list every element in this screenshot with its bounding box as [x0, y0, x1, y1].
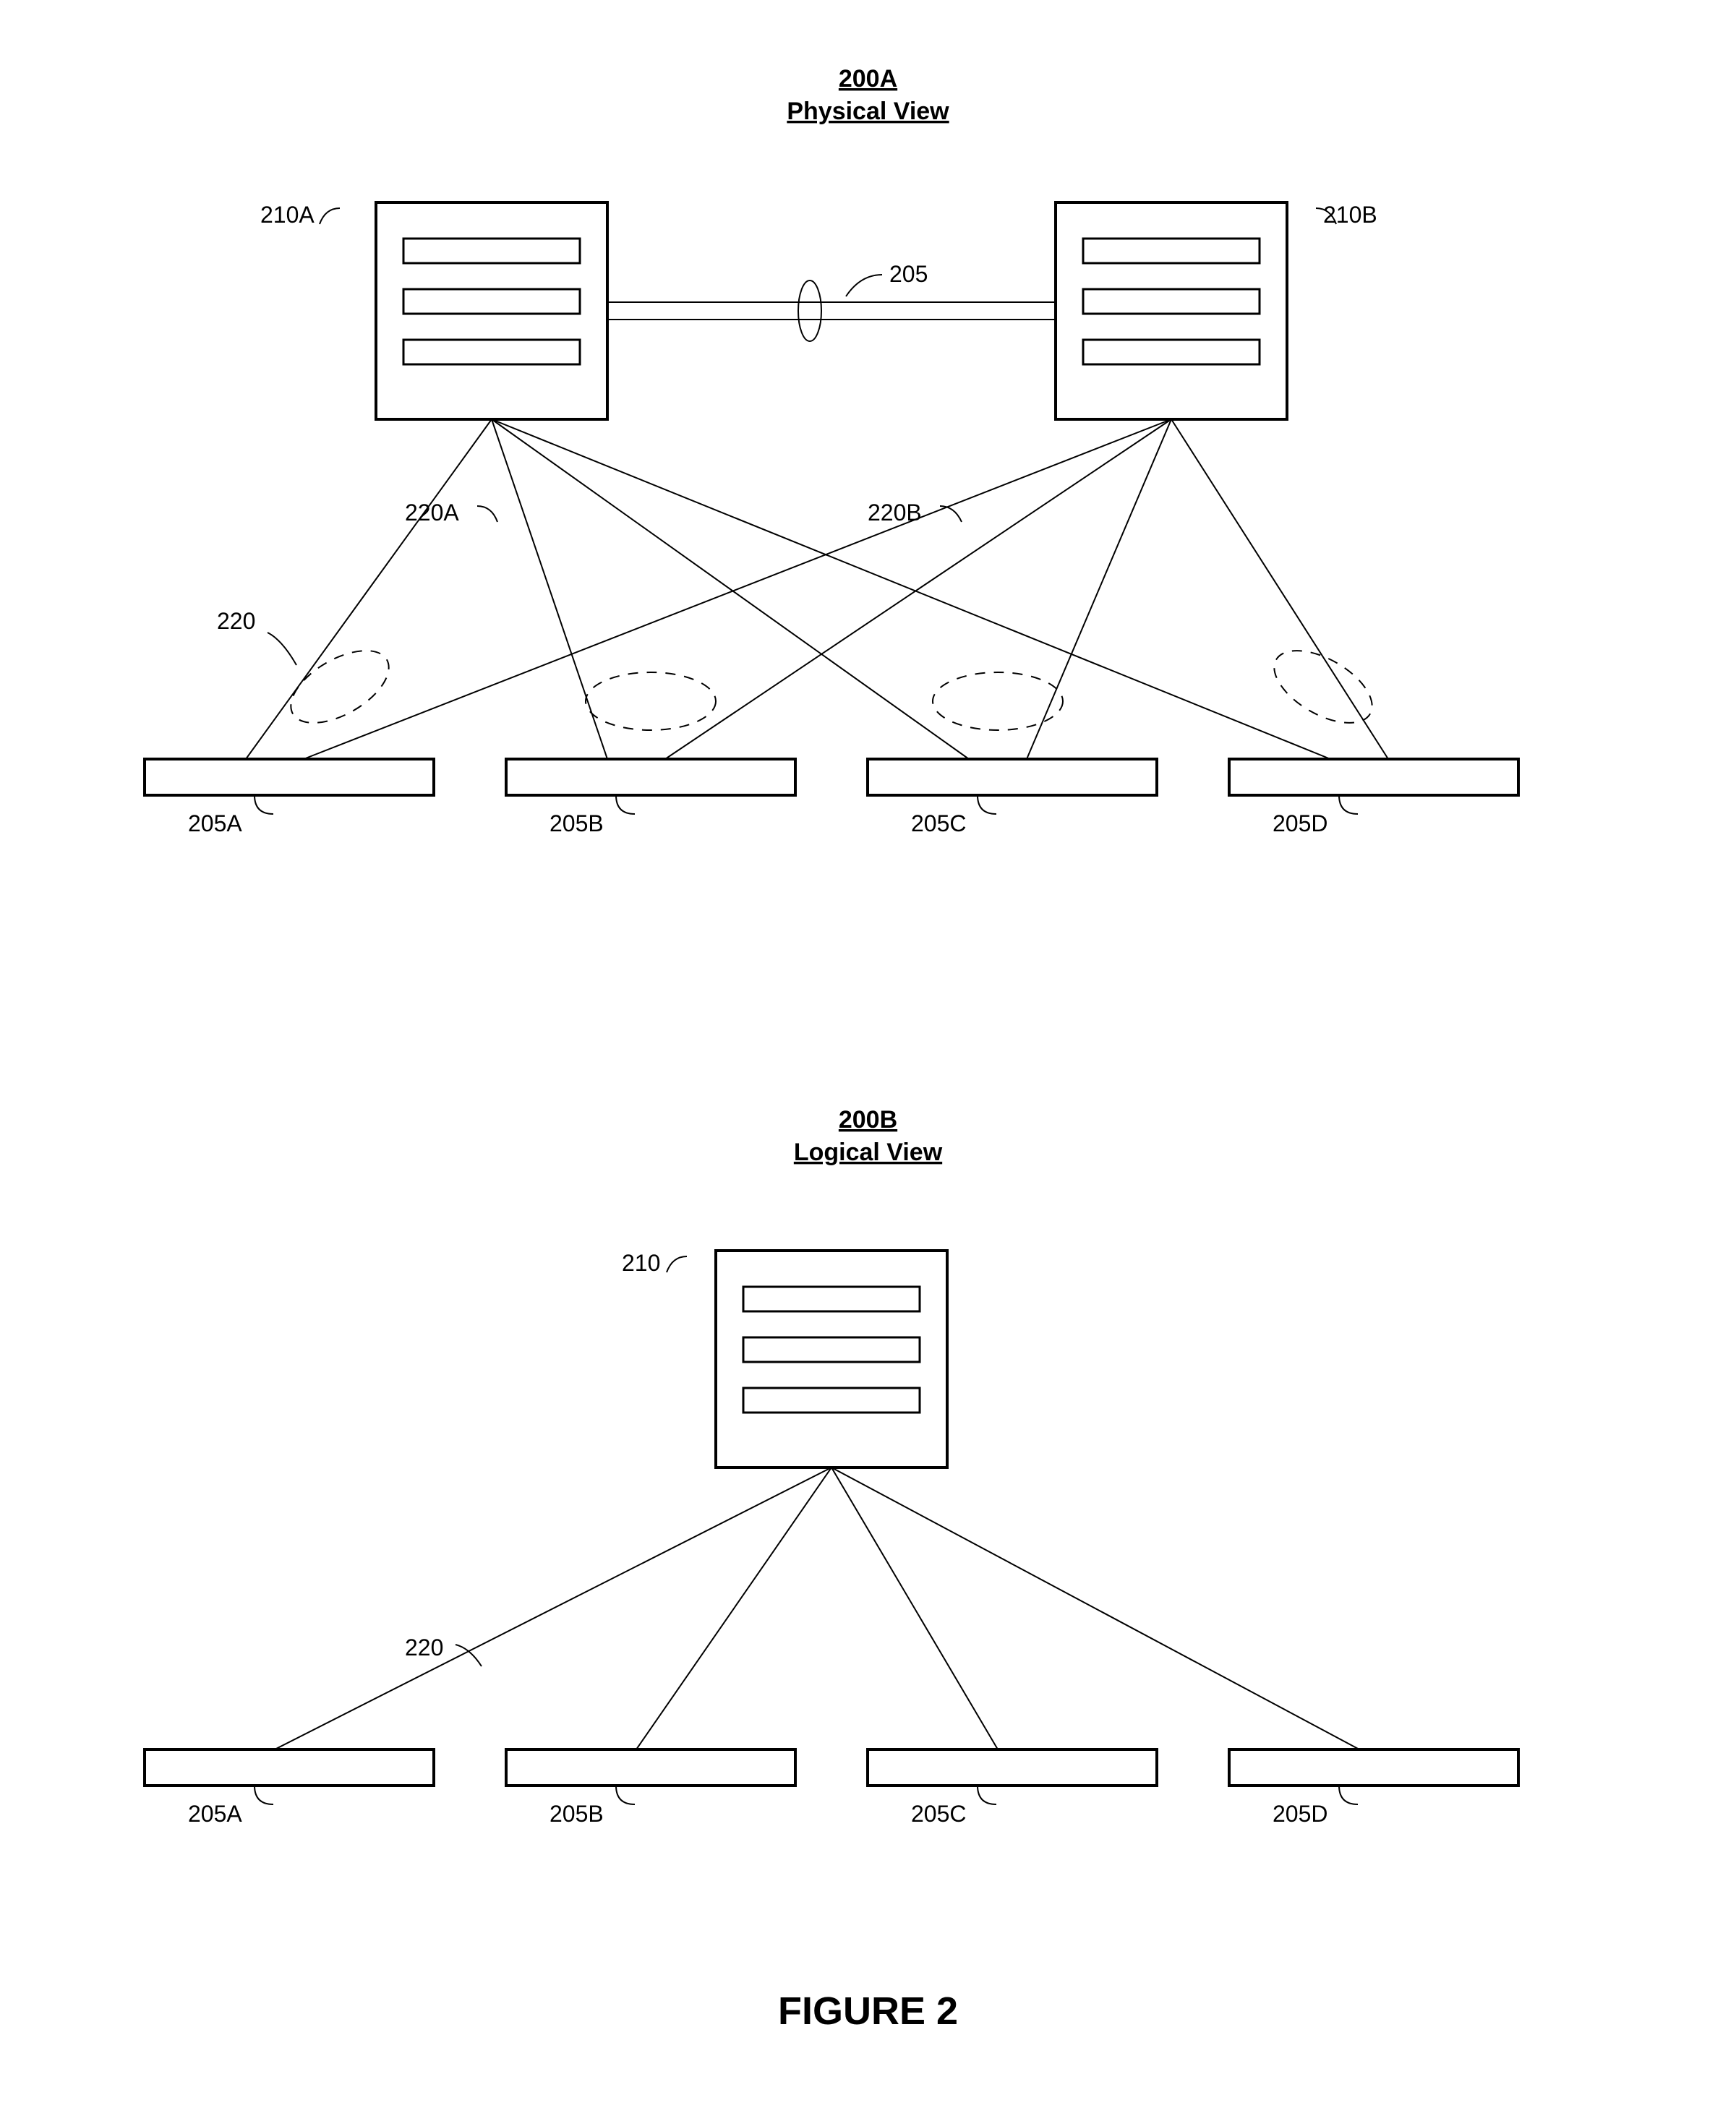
logical-title-id: 200B [839, 1106, 897, 1134]
physical-title-name: Physical View [787, 98, 949, 125]
link-label-220b: 220B [868, 500, 922, 526]
host-label: 205B [550, 1801, 604, 1827]
host-label: 205B [550, 810, 604, 836]
canvas-bg [0, 0, 1736, 2121]
host-label: 205A [188, 1801, 242, 1827]
link-label-220a: 220A [405, 500, 459, 526]
host-label: 205D [1273, 810, 1328, 836]
host-label: 205C [911, 810, 967, 836]
peer-link-label: 205 [889, 261, 928, 287]
figure-caption: FIGURE 2 [778, 1989, 958, 2033]
link-label-220: 220 [405, 1634, 443, 1661]
host-label: 205C [911, 1801, 967, 1827]
switch-label-210: 210 [622, 1250, 660, 1276]
host-label: 205A [188, 810, 242, 836]
lag-label: 220 [217, 608, 255, 634]
physical-title-id: 200A [839, 65, 897, 93]
switch-label-210a: 210A [260, 202, 315, 228]
logical-title-name: Logical View [794, 1139, 943, 1166]
host-label: 205D [1273, 1801, 1328, 1827]
